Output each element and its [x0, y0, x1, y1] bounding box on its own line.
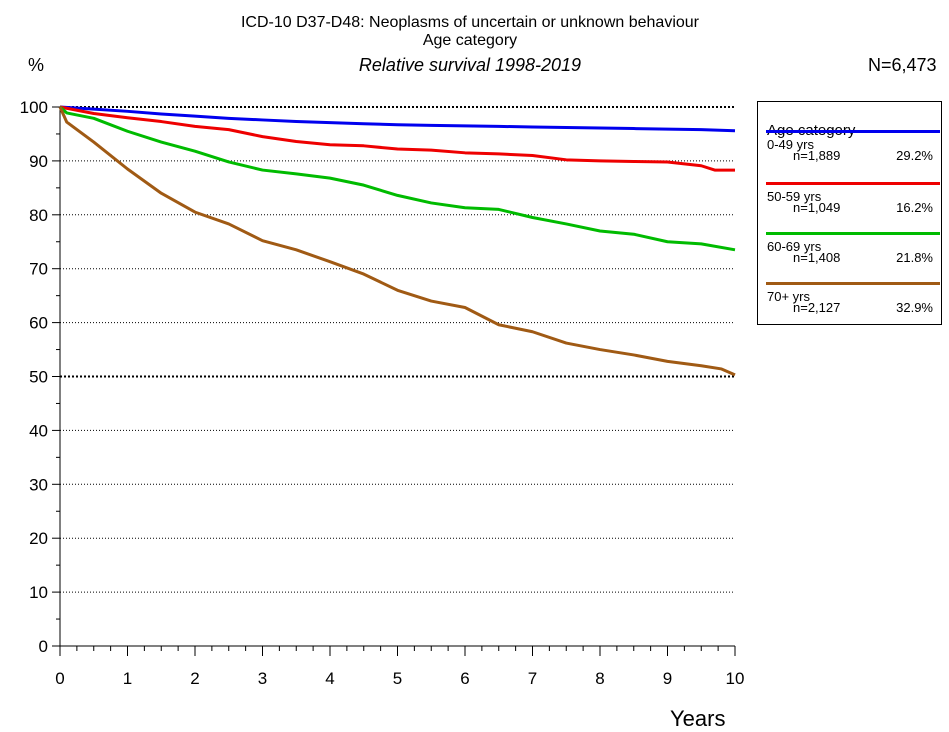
legend-swatch	[766, 282, 940, 285]
series-line	[58, 106, 736, 377]
legend-swatch	[766, 182, 940, 185]
total-count: N=6,473	[868, 55, 937, 75]
legend: Age category 0-49 yrs n=1,889 29.2% 50-5…	[757, 101, 942, 325]
legend-item-percent: 29.2%	[896, 148, 933, 163]
chart-title: ICD-10 D37-D48: Neoplasms of uncertain o…	[240, 14, 699, 31]
x-axis-title: Years	[670, 706, 726, 731]
x-tick-label: 8	[595, 669, 604, 688]
legend-item: 50-59 yrs n=1,049 16.2%	[758, 182, 943, 230]
series-line	[59, 105, 736, 252]
x-tick-label: 5	[393, 669, 402, 688]
legend-item: 0-49 yrs n=1,889 29.2%	[758, 130, 943, 178]
y-tick-label: 80	[29, 206, 48, 225]
x-tick-label: 4	[325, 669, 334, 688]
y-tick-label: 50	[29, 368, 48, 387]
y-tick-label: 30	[29, 475, 48, 494]
legend-item: 70+ yrs n=2,127 32.9%	[758, 282, 943, 330]
x-tick-label: 9	[663, 669, 672, 688]
series-line	[59, 105, 736, 133]
series-lines	[58, 105, 736, 377]
x-tick-label: 3	[258, 669, 267, 688]
legend-swatch	[766, 130, 940, 133]
legend-item-count: n=1,408	[793, 250, 841, 265]
y-tick-label: 90	[29, 152, 48, 171]
y-tick-label: 40	[29, 421, 48, 440]
chart-grouping-label: Age category	[422, 32, 518, 49]
legend-item-count: n=1,049	[793, 200, 841, 215]
y-tick-label: 10	[29, 583, 48, 602]
axes: 0 10 20 30 40 50 60 70 80 90 100 0 1 2 3 4 5 6 7 8 9 10	[20, 98, 745, 688]
legend-item: 60-69 yrs n=1,408 21.8%	[758, 232, 943, 280]
x-tick-label: 2	[190, 669, 199, 688]
x-tick-label: 0	[55, 669, 64, 688]
y-tick-label: 70	[29, 260, 48, 279]
chart-subtitle: Relative survival 1998-2019	[358, 55, 582, 75]
legend-item-count: n=1,889	[793, 148, 841, 163]
y-tick-label: 0	[39, 637, 48, 656]
legend-item-percent: 21.8%	[896, 250, 933, 265]
legend-swatch	[766, 232, 940, 235]
x-tick-label: 6	[460, 669, 469, 688]
legend-item-percent: 32.9%	[896, 300, 933, 315]
grid-lines	[60, 106, 735, 593]
legend-item-name: 70+ yrs	[767, 289, 810, 304]
y-axis-unit: %	[28, 55, 45, 75]
x-tick-label: 1	[123, 669, 132, 688]
series-line	[59, 105, 735, 172]
legend-item-percent: 16.2%	[896, 200, 933, 215]
x-tick-label: 10	[726, 669, 745, 688]
y-tick-label: 100	[20, 98, 48, 117]
x-tick-label: 7	[528, 669, 537, 688]
y-tick-label: 20	[29, 529, 48, 548]
legend-item-name: 0-49 yrs	[767, 137, 814, 152]
legend-item-count: n=2,127	[793, 300, 841, 315]
legend-item-name: 50-59 yrs	[767, 189, 822, 204]
legend-item-name: 60-69 yrs	[767, 239, 822, 254]
y-tick-label: 60	[29, 314, 48, 333]
